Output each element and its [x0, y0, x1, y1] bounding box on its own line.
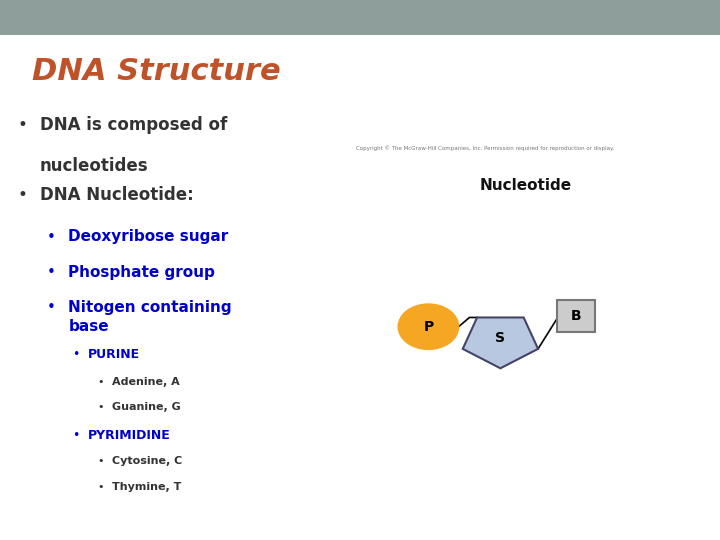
- Text: Adenine, A: Adenine, A: [112, 377, 179, 387]
- Text: Copyright © The McGraw-Hill Companies, Inc. Permission required for reproduction: Copyright © The McGraw-Hill Companies, I…: [356, 146, 615, 151]
- Text: DNA Structure: DNA Structure: [32, 57, 281, 86]
- FancyBboxPatch shape: [557, 300, 595, 332]
- Text: •: •: [97, 456, 104, 467]
- Text: nucleotides: nucleotides: [40, 157, 148, 174]
- Text: Nitogen containing
base: Nitogen containing base: [68, 300, 232, 334]
- Text: •: •: [72, 429, 79, 442]
- Text: •: •: [97, 482, 104, 492]
- Text: •: •: [47, 230, 55, 245]
- Text: •: •: [97, 377, 104, 387]
- Text: S: S: [495, 330, 505, 345]
- Text: PURINE: PURINE: [88, 348, 140, 361]
- Text: •: •: [72, 348, 79, 361]
- Text: Deoxyribose sugar: Deoxyribose sugar: [68, 230, 229, 245]
- Text: Nucleotide: Nucleotide: [480, 178, 572, 193]
- Text: PYRIMIDINE: PYRIMIDINE: [88, 429, 171, 442]
- Text: •: •: [18, 116, 28, 134]
- Text: •: •: [47, 265, 55, 280]
- Text: DNA is composed of: DNA is composed of: [40, 116, 227, 134]
- FancyBboxPatch shape: [0, 0, 720, 35]
- Polygon shape: [463, 318, 538, 368]
- Text: P: P: [423, 320, 433, 334]
- Text: •: •: [97, 402, 104, 413]
- Text: DNA Nucleotide:: DNA Nucleotide:: [40, 186, 194, 204]
- Text: B: B: [571, 309, 581, 323]
- Text: •: •: [47, 300, 55, 315]
- Text: Cytosine, C: Cytosine, C: [112, 456, 182, 467]
- Text: Phosphate group: Phosphate group: [68, 265, 215, 280]
- Text: •: •: [18, 186, 28, 204]
- Text: Thymine, T: Thymine, T: [112, 482, 181, 492]
- Circle shape: [398, 304, 459, 349]
- Text: Guanine, G: Guanine, G: [112, 402, 180, 413]
